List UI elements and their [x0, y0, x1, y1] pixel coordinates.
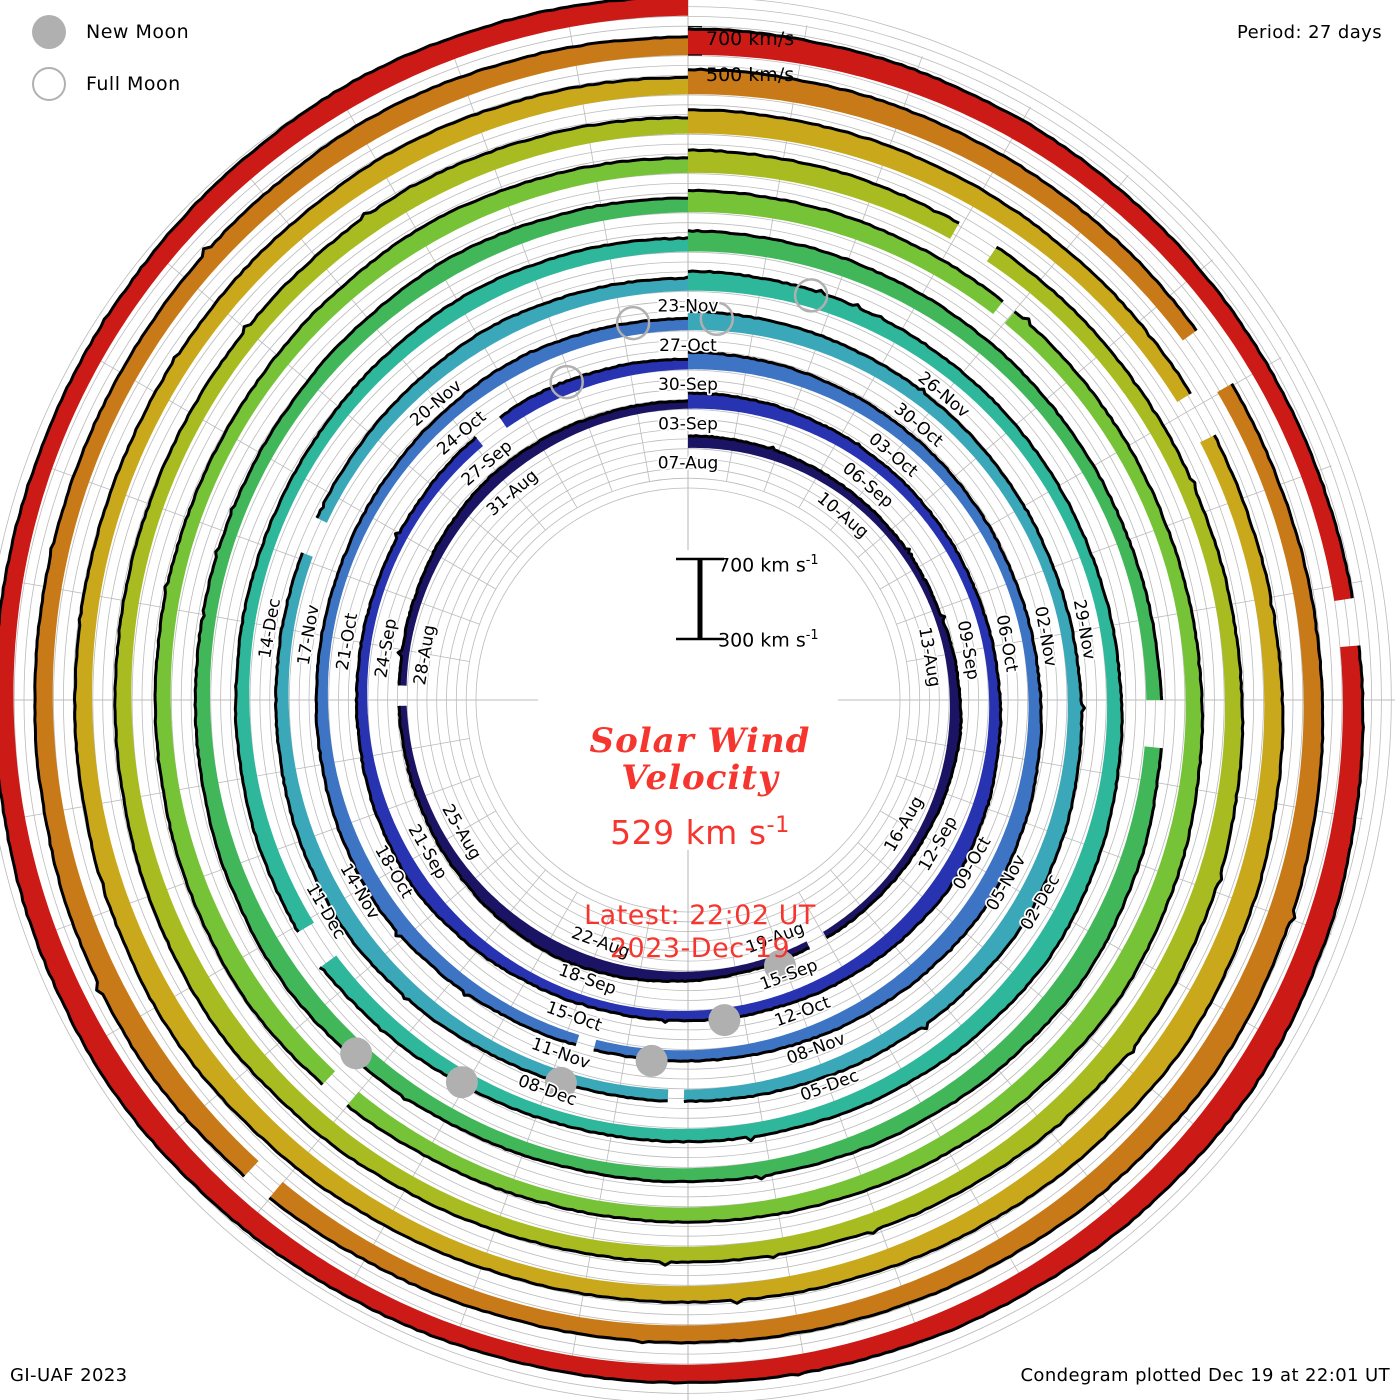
legend-item-new-moon: New Moon — [22, 6, 302, 58]
spiral-date-label: 03-Sep — [658, 414, 718, 434]
title-line-2: Velocity — [621, 757, 779, 798]
top-axis-ticks — [688, 26, 702, 56]
new-moon-marker — [445, 1066, 478, 1099]
center-readout: 700 km s-1 300 km s-1 Solar Wind Velocit… — [430, 545, 970, 965]
new-moon-icon — [32, 15, 66, 49]
title-line-1: Solar Wind — [589, 721, 811, 761]
new-moon-marker — [635, 1044, 668, 1077]
full-moon-marker — [793, 278, 829, 313]
spiral-date-label: 07-Aug — [658, 454, 719, 474]
credit-annotation: GI-UAF 2023 — [10, 1365, 128, 1386]
period-annotation: Period: 27 days — [1236, 22, 1382, 43]
latest-time: Latest: 22:02 UT — [584, 900, 816, 932]
velocity-exponent: -1 — [766, 812, 790, 839]
legend-label-new-moon: New Moon — [86, 21, 190, 43]
new-moon-marker — [764, 950, 796, 982]
moon-markers — [340, 278, 829, 1099]
full-moon-marker — [699, 301, 735, 337]
legend-label-full-moon: Full Moon — [86, 73, 181, 95]
latest-date: 2023-Dec-19 — [609, 932, 791, 964]
page-title: Solar Wind Velocity — [430, 723, 970, 796]
scalebar-top-exponent: -1 — [805, 553, 819, 568]
scalebar-bottom-value: 300 km s — [718, 629, 806, 652]
new-moon-marker — [340, 1037, 373, 1070]
axis-label-500: 500 km/s — [706, 64, 795, 86]
full-moon-marker — [615, 305, 651, 341]
plotted-timestamp-annotation: Condegram plotted Dec 19 at 22:01 UT — [1020, 1365, 1390, 1386]
full-moon-icon — [32, 67, 66, 101]
scalebar-bottom-exponent: -1 — [805, 628, 819, 643]
spiral-date-label: 23-Nov — [658, 297, 719, 317]
current-velocity-value: 529 km s-1 — [430, 812, 970, 852]
scalebar-icon — [676, 557, 724, 641]
scalebar-top-label: 700 km s-1 — [718, 553, 819, 576]
full-moon-marker — [549, 364, 584, 400]
solar-wind-bands — [0, 0, 1365, 1385]
spiral-date-label: 30-Sep — [658, 375, 718, 395]
scalebar-bottom-label: 300 km s-1 — [718, 628, 819, 651]
velocity-number: 529 km s — [610, 813, 767, 853]
spiral-date-label: 27-Oct — [659, 336, 717, 356]
scalebar-top-value: 700 km s — [718, 554, 806, 577]
spiral-date-label: 10-Aug — [813, 488, 872, 542]
new-moon-marker — [544, 1066, 577, 1099]
legend-item-full-moon: Full Moon — [22, 58, 302, 110]
latest-observation: Latest: 22:02 UT 2023-Dec-19 — [430, 900, 970, 965]
axis-label-700: 700 km/s — [706, 28, 795, 50]
new-moon-marker — [708, 1004, 741, 1037]
moon-legend: New Moon Full Moon — [22, 6, 302, 110]
velocity-scalebar: 700 km s-1 300 km s-1 — [430, 545, 970, 665]
